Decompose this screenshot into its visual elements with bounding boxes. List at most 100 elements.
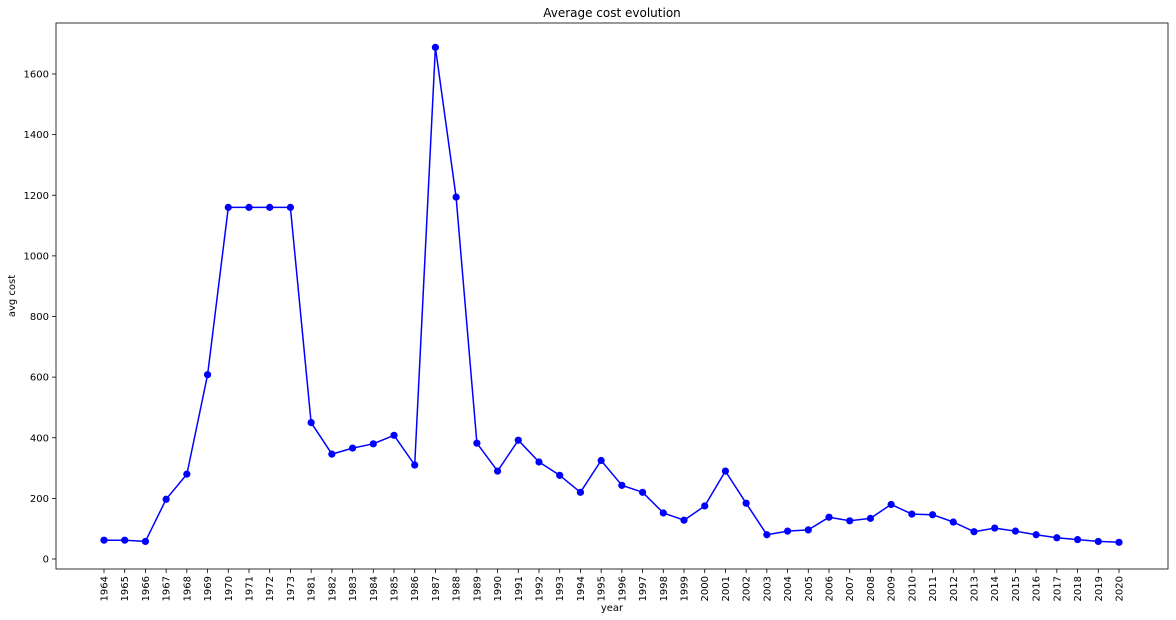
data-point xyxy=(970,528,978,536)
data-point xyxy=(763,531,771,539)
data-point xyxy=(369,440,377,448)
data-point xyxy=(638,488,647,496)
data-point xyxy=(846,517,854,525)
data-point xyxy=(307,418,315,427)
x-tick-label: 2011 xyxy=(928,576,939,601)
y-tick-label: 600 xyxy=(30,373,49,384)
data-point xyxy=(1094,537,1102,546)
data-point xyxy=(928,511,937,519)
x-tick-label: 2019 xyxy=(1094,576,1105,601)
x-tick-label: 1985 xyxy=(390,576,401,601)
data-point xyxy=(1053,534,1061,542)
x-tick-label: 1998 xyxy=(659,576,670,601)
x-tick-label: 1982 xyxy=(327,576,338,601)
x-tick-label: 2000 xyxy=(700,576,711,601)
x-tick-label: 2006 xyxy=(825,576,836,601)
x-tick-label: 2001 xyxy=(721,576,732,601)
y-axis: 0 200 400 600 800 1000 1200 1400 1600 xyxy=(24,70,56,566)
x-tick-label: 1992 xyxy=(535,576,546,601)
data-point xyxy=(991,524,999,532)
x-axis-label: year xyxy=(601,603,624,614)
data-point xyxy=(183,470,191,478)
x-tick-label: 2008 xyxy=(866,576,877,601)
data-point xyxy=(493,467,502,475)
data-point xyxy=(1073,536,1082,544)
data-point xyxy=(804,526,812,534)
x-tick-label: 1993 xyxy=(555,576,566,601)
x-tick-label: 1987 xyxy=(431,576,442,601)
data-point xyxy=(100,536,108,544)
x-tick-label: 2020 xyxy=(1115,576,1126,601)
y-tick-label: 800 xyxy=(30,312,49,323)
x-tick-label: 1997 xyxy=(638,576,649,601)
data-point xyxy=(908,510,916,518)
data-point xyxy=(721,467,730,475)
data-point xyxy=(597,456,605,465)
plot-frame xyxy=(55,22,1169,570)
data-point xyxy=(224,203,232,211)
data-point xyxy=(431,43,440,51)
data-point xyxy=(328,450,336,458)
data-point xyxy=(535,458,543,466)
data-point xyxy=(887,500,895,509)
y-tick-label: 1600 xyxy=(24,70,49,81)
x-tick-label: 1994 xyxy=(576,576,587,601)
data-point xyxy=(452,193,460,201)
x-tick-label: 1973 xyxy=(286,576,297,601)
chart-title: Average cost evolution xyxy=(543,6,681,20)
x-tick-label: 1970 xyxy=(224,576,235,601)
x-tick-label: 1969 xyxy=(203,576,214,601)
data-point xyxy=(1032,531,1040,539)
x-tick-label: 1989 xyxy=(472,576,483,601)
x-tick-label: 1996 xyxy=(617,576,628,601)
x-tick-label: 2007 xyxy=(845,576,856,601)
data-point xyxy=(576,488,585,496)
data-point xyxy=(348,444,357,452)
x-tick-label: 1972 xyxy=(265,576,276,601)
data-point xyxy=(141,537,150,546)
x-tick-label: 1991 xyxy=(514,576,525,601)
x-tick-label: 1981 xyxy=(307,576,318,601)
x-tick-label: 1990 xyxy=(493,576,504,601)
data-point xyxy=(390,431,398,439)
data-point xyxy=(286,203,295,211)
data-point xyxy=(1115,538,1123,546)
y-tick-label: 200 xyxy=(30,494,49,505)
data-point xyxy=(618,481,626,489)
data-point xyxy=(742,499,750,507)
x-tick-label: 2009 xyxy=(887,576,898,601)
x-tick-label: 2003 xyxy=(762,576,773,601)
x-tick-label: 1988 xyxy=(452,576,463,601)
data-point xyxy=(783,527,792,535)
x-tick-label: 2012 xyxy=(949,576,960,601)
y-tick-label: 1000 xyxy=(24,251,49,262)
data-point xyxy=(203,371,212,379)
x-tick-label: 2016 xyxy=(1032,576,1043,601)
data-point xyxy=(659,509,667,517)
y-tick-label: 1200 xyxy=(24,191,49,202)
x-axis: 1964 1965 1966 1967 1968 1969 1970 1971 1972 1973… xyxy=(100,569,1126,601)
data-point xyxy=(701,502,709,510)
data-point xyxy=(514,436,522,444)
x-tick-label: 2004 xyxy=(783,576,794,601)
x-tick-label: 2005 xyxy=(804,576,815,601)
data-point xyxy=(680,516,688,524)
data-point xyxy=(866,514,875,522)
data-point xyxy=(949,518,957,526)
data-point xyxy=(121,536,129,544)
x-tick-label: 1983 xyxy=(348,576,359,601)
x-tick-label: 1965 xyxy=(120,576,131,601)
y-tick-label: 400 xyxy=(30,433,49,444)
data-point xyxy=(473,439,481,447)
series-avg-cost xyxy=(100,43,1123,546)
x-tick-label: 1995 xyxy=(597,576,608,601)
x-tick-label: 2018 xyxy=(1073,576,1084,601)
series-line xyxy=(104,46,1120,544)
x-tick-label: 1999 xyxy=(680,576,691,601)
data-point xyxy=(556,471,564,479)
x-tick-label: 1967 xyxy=(162,576,173,601)
x-tick-label: 1964 xyxy=(100,576,111,601)
x-tick-label: 1971 xyxy=(245,576,256,601)
